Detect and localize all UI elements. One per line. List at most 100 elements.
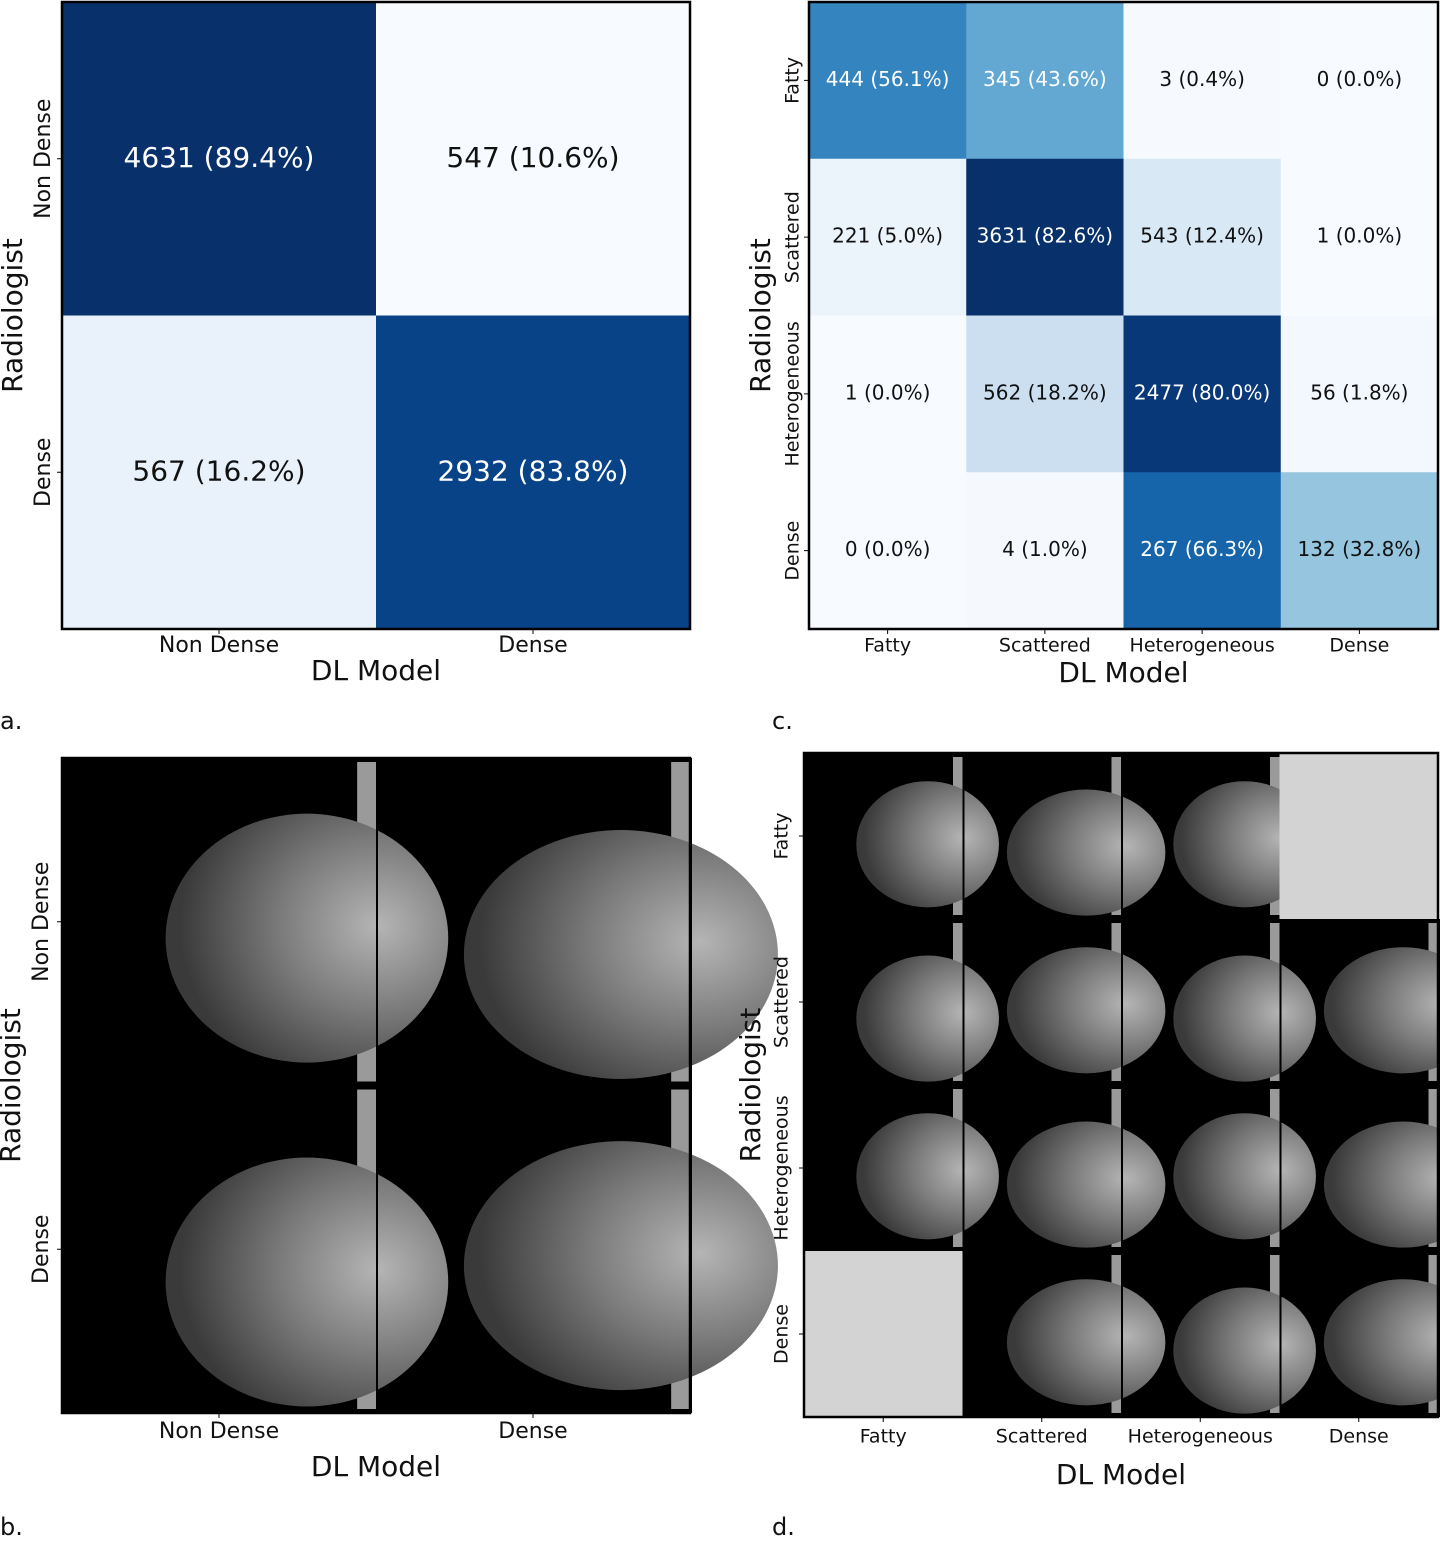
mammogram-clip (962, 1085, 965, 1251)
plot-frame (802, 751, 1440, 1419)
x-tick-label: Dense (498, 1419, 567, 1444)
mammogram-clip (962, 753, 965, 919)
x-tick-label: Dense (498, 633, 567, 658)
y-tick-label: Fatty (771, 813, 793, 860)
heatmap-cell (966, 315, 1124, 473)
x-tick-label: Dense (1329, 1426, 1389, 1448)
y-tick-label: Scattered (771, 956, 793, 1048)
mammogram-clip (1121, 1251, 1123, 1417)
mammogram (1323, 1121, 1440, 1248)
x-tick-label: Scattered (999, 635, 1091, 657)
cell-label: 345 (43.6%) (983, 67, 1107, 91)
heatmap-cell (1280, 2, 1439, 160)
heatmap-cell (966, 2, 1124, 160)
heatmap-cell (1280, 315, 1439, 473)
heatmap-cell (1280, 158, 1439, 316)
heatmap-cell (62, 2, 377, 316)
y-axis-label: Radiologist (744, 238, 777, 393)
mammogram-clip (376, 1085, 378, 1413)
cell-label: 2932 (83.8%) (438, 454, 629, 487)
x-axis-label: DL Model (1056, 1458, 1186, 1491)
x-tick-label: Non Dense (159, 633, 279, 658)
x-tick-label: Dense (1329, 635, 1389, 657)
heatmap-cell (376, 2, 691, 316)
cell-label: 56 (1.8%) (1310, 380, 1408, 404)
mammogram (1173, 955, 1316, 1082)
cell-label: 221 (5.0%) (832, 224, 943, 248)
mammogram-clip (962, 919, 965, 1085)
mammogram (165, 813, 449, 1063)
x-tick-label: Scattered (996, 1426, 1088, 1448)
cell-label: 562 (18.2%) (983, 380, 1107, 404)
heatmap-cell (809, 158, 967, 316)
mammogram-clip (1279, 1251, 1282, 1417)
y-tick-label: Dense (29, 1215, 54, 1284)
x-axis-label: DL Model (1058, 656, 1188, 689)
mammogram-clip (1121, 753, 1123, 919)
cell-label: 132 (32.8%) (1298, 537, 1422, 561)
panel-label: c. (772, 707, 793, 735)
cell-label: 1 (0.0%) (845, 380, 931, 404)
plot-frame (807, 0, 1440, 631)
y-tick-label: Non Dense (31, 99, 56, 219)
mammogram-clip (1279, 1085, 1282, 1251)
empty-cell (1279, 753, 1438, 919)
y-axis-label: Radiologist (734, 1008, 767, 1163)
cell-label: 267 (66.3%) (1140, 537, 1264, 561)
mammogram (1323, 947, 1440, 1074)
plot-frame (60, 756, 692, 1415)
cell-label: 3 (0.4%) (1159, 67, 1245, 91)
plot-frame (60, 0, 692, 631)
heatmap-cell (966, 158, 1124, 316)
mammogram-clip (376, 758, 378, 1086)
x-tick-label: Non Dense (159, 1419, 279, 1444)
y-tick-label: Non Dense (29, 862, 54, 982)
panel-label: a. (0, 707, 22, 735)
mammogram (856, 781, 999, 908)
heatmap-cell (966, 472, 1124, 630)
y-axis-label: Radiologist (0, 1008, 27, 1163)
cell-label: 0 (0.0%) (845, 537, 931, 561)
mammogram (1006, 1121, 1166, 1248)
heatmap-cell (809, 315, 967, 473)
heatmap-cell (1123, 315, 1282, 473)
cell-label: 2477 (80.0%) (1134, 380, 1270, 404)
cell-label: 543 (12.4%) (1140, 224, 1264, 248)
heatmap-cell (1123, 2, 1282, 160)
x-tick-label: Fatty (864, 635, 911, 657)
y-tick-label: Dense (771, 1304, 793, 1364)
x-tick-label: Fatty (860, 1426, 907, 1448)
panel-label: b. (0, 1513, 23, 1540)
cell-label: 567 (16.2%) (132, 454, 305, 487)
y-tick-label: Fatty (782, 57, 804, 104)
mammogram (463, 830, 778, 1079)
heatmap-cell (809, 472, 967, 630)
cell-label: 0 (0.0%) (1317, 67, 1403, 91)
y-tick-label: Heterogeneous (771, 1095, 793, 1240)
mammogram (856, 1113, 999, 1240)
y-tick-label: Heterogeneous (782, 321, 804, 466)
y-tick-label: Dense (31, 438, 56, 507)
cell-label: 4631 (89.4%) (124, 141, 315, 174)
mammogram-clip (1121, 1085, 1123, 1251)
heatmap-cell (1123, 158, 1282, 316)
heatmap-cell (62, 315, 377, 630)
mammogram (1006, 1279, 1166, 1406)
cell-label: 3631 (82.6%) (977, 224, 1113, 248)
x-tick-label: Heterogeneous (1128, 1426, 1273, 1448)
x-tick-label: Heterogeneous (1130, 635, 1275, 657)
mammogram (1323, 1279, 1440, 1406)
cell-label: 1 (0.0%) (1317, 224, 1403, 248)
heatmap-cell (376, 315, 691, 630)
mammogram (165, 1157, 449, 1407)
mammogram (1006, 947, 1166, 1074)
mammogram-clip (1279, 919, 1282, 1085)
x-axis-label: DL Model (311, 1450, 441, 1483)
empty-cell (804, 1251, 963, 1417)
heatmap-cell (1123, 472, 1282, 630)
heatmap-cell (1280, 472, 1439, 630)
cell-label: 547 (10.6%) (446, 141, 619, 174)
mammogram (1173, 1113, 1316, 1240)
cell-label: 444 (56.1%) (826, 67, 950, 91)
